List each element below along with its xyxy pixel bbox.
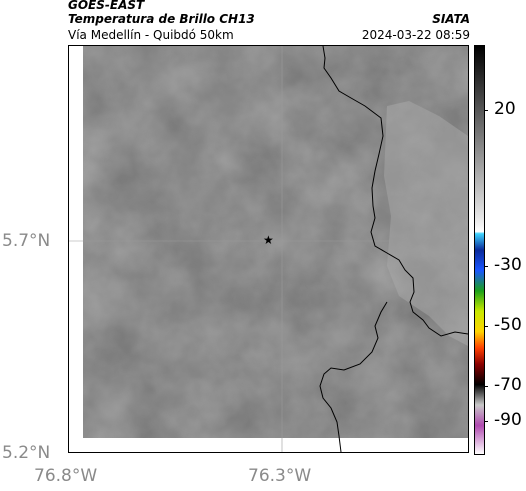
border-line-lower [319, 301, 388, 453]
source-label: SIATA [432, 12, 470, 26]
timestamp: 2024-03-22 08:59 [361, 28, 470, 42]
longitude-label: 76.8°W [34, 466, 98, 486]
cloud-texture-light [83, 46, 468, 438]
colorbar-label: 20 [494, 99, 516, 119]
longitude-label: 76.3°W [248, 466, 312, 486]
colorbar-gradient [475, 46, 484, 454]
satellite-label: GOES-EAST [68, 0, 145, 12]
colorbar-tick [484, 266, 488, 267]
brightness-temperature-map: ★ [69, 45, 469, 453]
colorbar [474, 45, 485, 455]
latitude-label: 5.7°N [2, 231, 51, 251]
colorbar-tick [484, 386, 488, 387]
latitude-label: 5.2°N [2, 443, 51, 463]
colorbar-label: -30 [494, 255, 522, 275]
product-title: Temperatura de Brillo CH13 [68, 12, 255, 26]
region-label: Vía Medellín - Quibdó 50km [68, 28, 234, 42]
colorbar-label: -90 [494, 410, 522, 430]
border-line-upper [322, 45, 469, 337]
colorbar-tick [484, 326, 488, 327]
map-frame[interactable]: ★ [68, 45, 469, 453]
star-icon: ★ [263, 233, 274, 247]
colorbar-tick [484, 110, 488, 111]
colorbar-label: -70 [494, 375, 522, 395]
colorbar-tick [484, 421, 488, 422]
colorbar-label: -50 [494, 315, 522, 335]
